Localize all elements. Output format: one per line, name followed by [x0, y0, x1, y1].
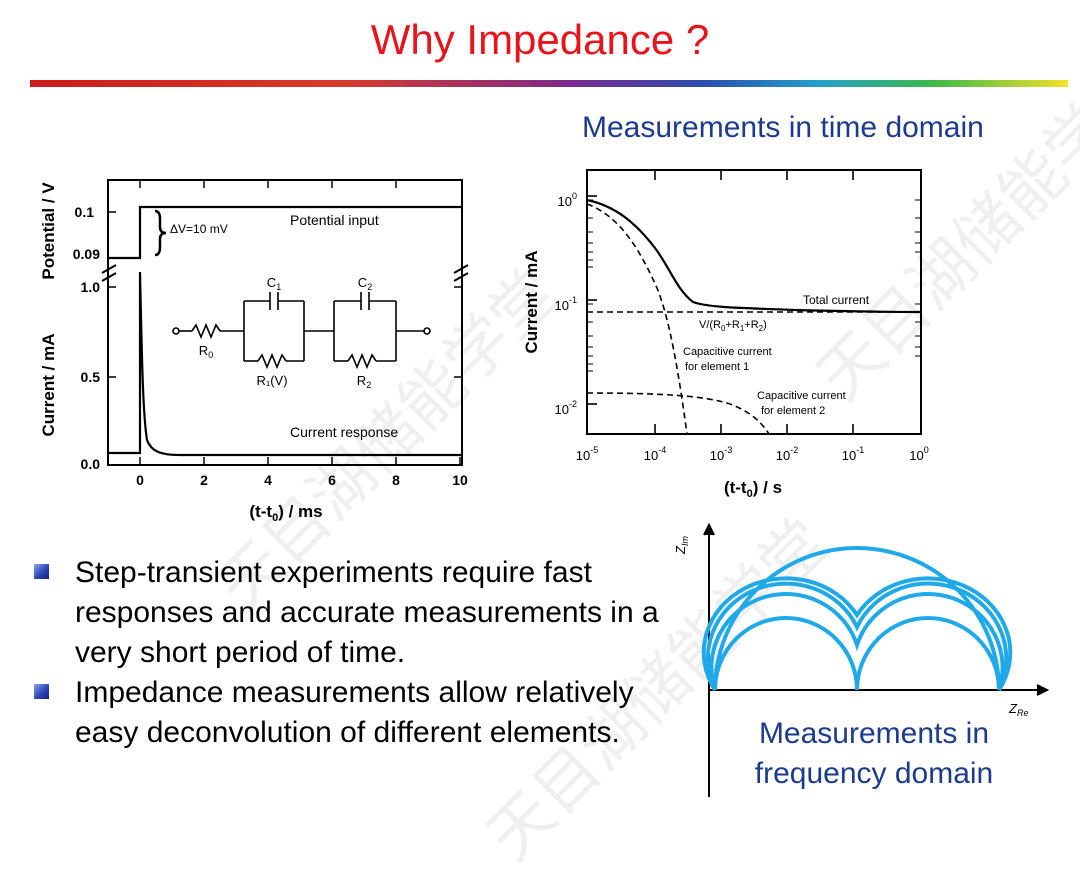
x-axis-label: (t-t0) / ms: [249, 502, 322, 524]
cur-tick-label: 0.5: [81, 369, 101, 385]
total-current-label: Total current: [803, 293, 870, 307]
x-tick-label: 8: [392, 472, 400, 488]
bullet-item: Impedance measurements allow relatively …: [34, 673, 674, 753]
log-y-tick-label: 10-1: [555, 295, 577, 313]
plot-frame: [107, 179, 463, 466]
x-tick-label: 6: [328, 472, 336, 488]
bullet-square-icon: [34, 564, 49, 579]
c2-label: C2: [358, 275, 372, 292]
log-y-axis-label: Current / mA: [522, 251, 541, 354]
delta-v-brace: [154, 209, 167, 257]
vr-label: V/(R0+R1+R2): [699, 319, 767, 333]
total-current-curve: [586, 198, 922, 314]
r2-label: R2: [357, 373, 371, 390]
log-x-tick-label: 10-5: [576, 445, 598, 463]
cap-2-label-line2: for element 2: [761, 405, 825, 417]
log-y-tick-label: 10-2: [555, 399, 577, 417]
axis-break-marks: [101, 264, 469, 282]
c1-label: C1: [267, 275, 281, 292]
x-tick-label: 2: [200, 472, 208, 488]
bullet-square-icon: [34, 684, 49, 699]
x-tick-label: 4: [264, 472, 272, 488]
log-y-tick-label: 100: [558, 191, 577, 209]
bullet-list: Step-transient experiments require fast …: [34, 553, 674, 753]
log-x-tick-label: 10-3: [710, 445, 732, 463]
log-x-tick-label: 10-2: [776, 445, 798, 463]
log-major-ticks: [587, 170, 854, 434]
r1-label: R₁(V): [256, 373, 287, 388]
equivalent-circuit: [172, 292, 431, 370]
x-tick-label: 0: [136, 472, 144, 488]
log-minor-ticks: [587, 199, 921, 372]
y-ticks: [108, 211, 462, 466]
slide-title: Why Impedance ?: [370, 16, 710, 63]
step-transient-figure: ΔV=10 mV Potential input Current respons…: [39, 179, 469, 524]
potential-input-label: Potential input: [290, 212, 379, 228]
log-x-tick-label: 10-4: [644, 445, 666, 463]
delta-v-label: ΔV=10 mV: [170, 222, 228, 236]
time-domain-log-figure: Total current V/(R0+R1+R2) Capacitive cu…: [522, 169, 929, 500]
current-response-line: [108, 271, 462, 457]
potential-axis-label: Potential / V: [39, 182, 58, 280]
z-re-label: ZRe: [1008, 701, 1028, 718]
bullet-item: Step-transient experiments require fast …: [34, 553, 674, 673]
time-domain-heading: Measurements in time domain: [582, 111, 984, 144]
potential-input-line: [108, 205, 462, 260]
log-x-tick-label: 10-1: [842, 445, 864, 463]
pot-tick-label: 0.1: [75, 204, 95, 220]
cap-1-label-line1: Capacitive current: [683, 346, 772, 358]
log-x-axis-label: (t-t0) / s: [724, 478, 782, 500]
nyquist-figure: ZIm ZRe: [673, 522, 1050, 797]
x-ticks: [139, 180, 461, 465]
cur-tick-label: 0.0: [81, 456, 101, 472]
cur-tick-label: 1.0: [81, 279, 101, 295]
current-axis-label: Current / mA: [39, 334, 58, 437]
cap-1-label-line2: for element 1: [685, 361, 749, 373]
cap-current-2-curve: [586, 392, 770, 435]
nyquist-arcs: [701, 546, 1013, 692]
r0-label: R0: [199, 343, 213, 360]
frequency-domain-heading: Measurements in frequency domain: [754, 717, 994, 790]
current-response-label: Current response: [290, 424, 398, 440]
log-x-tick-label: 100: [909, 445, 928, 463]
cap-current-1-curve: [586, 203, 688, 435]
log-plot-frame: [586, 169, 922, 435]
title-gradient-rule: [30, 80, 1068, 87]
pot-tick-label: 0.09: [73, 246, 100, 262]
x-tick-label: 10: [452, 472, 468, 488]
z-im-label: ZIm: [673, 536, 690, 555]
cap-2-label-line1: Capacitive current: [757, 390, 846, 402]
